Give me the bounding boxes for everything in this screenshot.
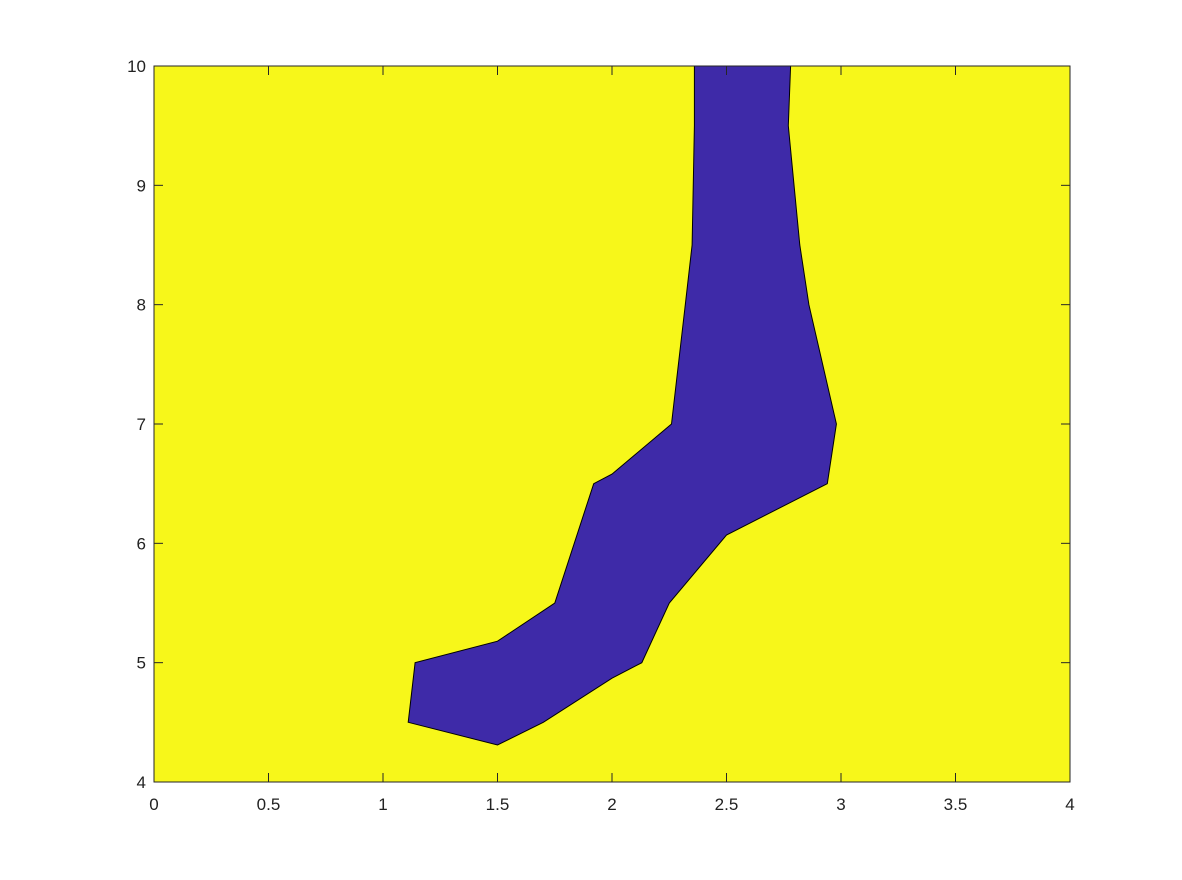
y-tick-labels: 4 5 6 7 8 9 10 xyxy=(127,57,146,792)
y-tick-label: 6 xyxy=(137,534,146,553)
axes xyxy=(153,65,1071,783)
x-tick-label: 3.5 xyxy=(944,795,968,814)
x-tick-label: 1.5 xyxy=(486,795,510,814)
x-tick-label: 2 xyxy=(607,795,616,814)
x-tick-label: 2.5 xyxy=(715,795,739,814)
y-tick-label: 5 xyxy=(137,654,146,673)
contour-region xyxy=(407,65,837,746)
y-tick-label: 7 xyxy=(137,415,146,434)
x-tick-labels: 0 0.5 1 1.5 2 2.5 3 3.5 4 xyxy=(149,795,1074,814)
y-tick-label: 10 xyxy=(127,57,146,76)
x-tick-label: 0 xyxy=(149,795,158,814)
y-tick-label: 8 xyxy=(137,296,146,315)
y-tick-label: 9 xyxy=(137,176,146,195)
x-tick-label: 3 xyxy=(836,795,845,814)
x-tick-label: 1 xyxy=(378,795,387,814)
x-tick-label: 4 xyxy=(1065,795,1074,814)
x-tick-label: 0.5 xyxy=(257,795,281,814)
y-tick-label: 4 xyxy=(137,773,146,792)
